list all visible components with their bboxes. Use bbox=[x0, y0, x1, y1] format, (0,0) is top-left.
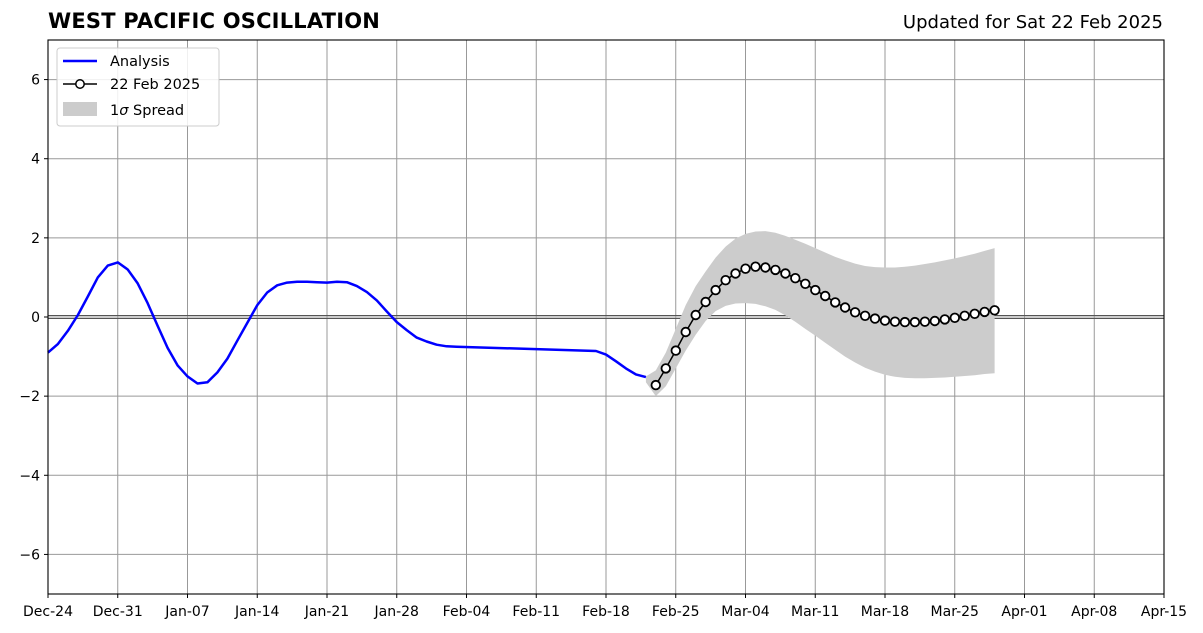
x-tick-label: Feb-04 bbox=[443, 604, 491, 620]
forecast-point bbox=[750, 261, 761, 272]
legend-spread-sigma: σ bbox=[119, 103, 129, 119]
forecast-point bbox=[780, 268, 791, 279]
forecast-point bbox=[710, 284, 721, 296]
legend-spread-suffix: Spread bbox=[128, 103, 184, 119]
forecast-point bbox=[889, 316, 901, 327]
x-tick-label: Mar-04 bbox=[721, 604, 769, 620]
forecast-point bbox=[730, 268, 741, 279]
x-tick-label: Apr-01 bbox=[1001, 604, 1047, 620]
forecast-layer bbox=[650, 261, 1000, 391]
forecast-point bbox=[919, 316, 931, 327]
x-tick-label: Feb-25 bbox=[652, 604, 700, 620]
x-tick-label: Apr-15 bbox=[1141, 604, 1187, 620]
x-tick-label: Mar-25 bbox=[931, 604, 979, 620]
y-tick-label: 0 bbox=[31, 310, 40, 326]
x-tick-label: Dec-31 bbox=[93, 604, 143, 620]
forecast-point bbox=[959, 310, 970, 322]
x-tick-label: Dec-24 bbox=[23, 604, 73, 620]
x-tick-label: Feb-11 bbox=[512, 604, 560, 620]
forecast-point bbox=[949, 312, 961, 324]
forecast-point bbox=[650, 379, 662, 391]
chart-subtitle: Updated for Sat 22 Feb 2025 bbox=[902, 12, 1163, 33]
y-tick-label: 4 bbox=[31, 152, 40, 168]
tick-layer: Dec-24 Dec-31 Jan-07 Jan-14 Jan-21 Jan-28 Feb-… bbox=[19, 73, 1187, 620]
forecast-point bbox=[830, 297, 841, 308]
forecast-point bbox=[690, 309, 701, 321]
forecast-point bbox=[879, 315, 891, 326]
analysis-layer bbox=[47, 261, 647, 385]
y-tick-label: −4 bbox=[19, 468, 40, 484]
legend-spread-label: 1σ Spread bbox=[110, 103, 184, 119]
legend-spread-swatch bbox=[63, 102, 97, 116]
legend-spread-prefix: 1 bbox=[110, 103, 119, 119]
x-tick-label: Mar-18 bbox=[861, 604, 909, 620]
y-tick-label: 2 bbox=[31, 231, 40, 247]
forecast-point bbox=[790, 273, 801, 284]
legend-analysis-label: Analysis bbox=[110, 54, 170, 70]
forecast-point bbox=[660, 363, 672, 374]
forecast-point bbox=[810, 284, 821, 296]
forecast-point bbox=[859, 310, 871, 322]
x-tick-label: Jan-07 bbox=[164, 604, 209, 620]
forecast-point bbox=[969, 308, 980, 320]
forecast-point bbox=[899, 316, 911, 328]
forecast-point bbox=[760, 262, 771, 273]
forecast-point bbox=[680, 326, 691, 338]
forecast-point bbox=[800, 278, 811, 290]
chart-title: WEST PACIFIC OSCILLATION bbox=[48, 9, 381, 33]
x-tick-label: Jan-28 bbox=[374, 604, 419, 620]
forecast-point bbox=[740, 263, 751, 274]
forecast-point bbox=[909, 316, 921, 328]
forecast-point bbox=[670, 345, 682, 356]
forecast-point bbox=[989, 305, 1000, 316]
y-tick-label: 6 bbox=[31, 73, 40, 89]
forecast-point bbox=[929, 315, 941, 327]
forecast-point bbox=[820, 290, 831, 302]
legend-forecast-label: 22 Feb 2025 bbox=[110, 77, 200, 93]
forecast-point bbox=[720, 275, 731, 286]
y-tick-label: −6 bbox=[19, 547, 40, 563]
forecast-point bbox=[770, 264, 781, 276]
legend-box bbox=[56, 47, 220, 127]
forecast-point bbox=[979, 306, 990, 318]
x-tick-label: Mar-11 bbox=[791, 604, 839, 620]
legend-forecast-marker bbox=[75, 79, 85, 89]
x-tick-label: Feb-18 bbox=[582, 604, 630, 620]
legend: Analysis 22 Feb 2025 1σ Spread bbox=[56, 47, 220, 127]
analysis-line bbox=[47, 261, 647, 385]
forecast-point bbox=[939, 314, 951, 325]
x-tick-label: Jan-21 bbox=[304, 604, 349, 620]
forecast-point bbox=[700, 296, 711, 308]
forecast-point bbox=[849, 307, 861, 318]
y-tick-label: −2 bbox=[19, 389, 40, 405]
forecast-point bbox=[839, 302, 851, 313]
forecast-point bbox=[869, 313, 881, 324]
x-tick-label: Apr-08 bbox=[1071, 604, 1117, 620]
x-tick-label: Jan-14 bbox=[234, 604, 280, 620]
